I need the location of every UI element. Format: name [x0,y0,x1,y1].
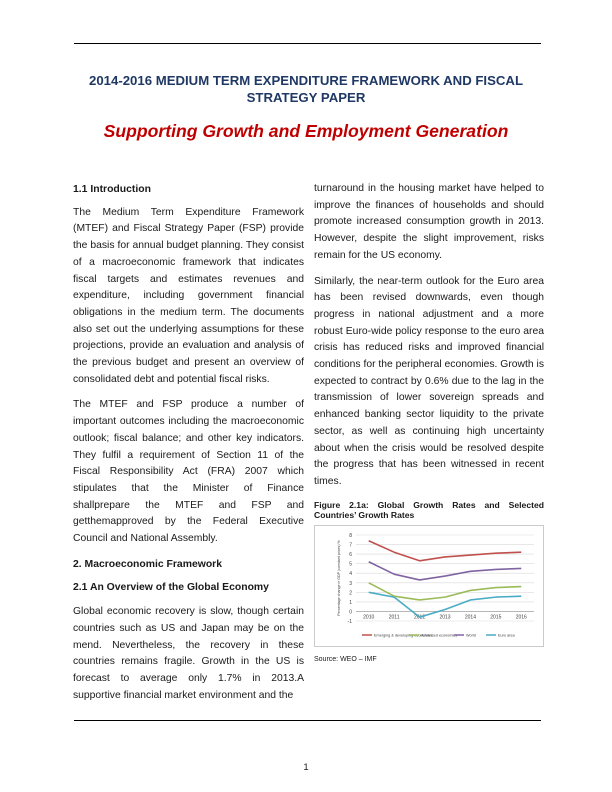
figure-source: Source: WEO – IMF [314,656,377,664]
right-paragraph-1: turnaround in the housing market have he… [314,183,544,261]
series-line [368,539,522,562]
y-tick-label: -1 [348,619,353,625]
subsection-heading: 2.1 An Overview of the Global Economy [73,582,269,594]
series-line [368,560,522,581]
y-tick-label: 0 [349,609,352,615]
series-line [368,581,522,601]
y-tick-label: 2 [349,590,352,596]
intro-paragraph-1: The Medium Term Expenditure Framework (M… [73,206,304,385]
overview-paragraph-1: Global economic recovery is slow, though… [73,606,304,701]
figure-caption: Figure 2.1a: Global Growth Rates and Sel… [314,499,544,521]
section-heading: 2. Macroeconomic Framework [73,558,222,570]
x-tick-label: 2014 [465,614,476,620]
x-tick-label: 2015 [490,614,501,620]
x-tick-label: 2010 [363,614,374,620]
document-title: 2014-2016 MEDIUM TERM EXPENDITURE FRAMEW… [88,73,523,105]
y-tick-label: 6 [349,552,352,558]
series-line [368,591,522,618]
y-tick-label: 7 [349,542,352,548]
chart-frame [314,524,544,647]
page-number: 1 [303,762,309,773]
right-paragraph-2: Similarly, the near-term outlook for the… [314,275,544,487]
x-tick-label: 2011 [389,614,400,620]
growth-rates-chart: -1 0 1 2 3 4 5 6 7 8 Percentage change in GDP (con… [314,524,544,647]
y-tick-label: 8 [349,533,352,539]
legend-entry: Euro area [498,633,516,637]
intro-paragraph-2: The MTEF and FSP produce a number of imp… [73,399,304,545]
y-tick-label: 3 [349,580,352,586]
right-column: turnaround in the housing market have he… [314,181,544,664]
y-axis-label: Percentage change in GDP (constant price… [337,539,341,615]
left-column: 1.1 Introduction The Medium Term Expendi… [73,182,304,713]
y-tick-label: 5 [349,561,352,567]
bottom-rule [74,720,541,721]
legend-entry: World [466,633,476,637]
y-tick-label: 1 [349,600,352,606]
x-tick-label: 2016 [516,614,527,620]
legend-entry: Advanced economies [421,633,457,637]
legend-entry: Emerging & developing economies [374,633,433,637]
intro-heading: 1.1 Introduction [73,184,151,195]
document-subtitle: Supporting Growth and Employment Generat… [103,121,509,141]
x-tick-label: 2013 [439,614,450,620]
top-rule [74,43,541,44]
y-tick-label: 4 [349,571,352,577]
